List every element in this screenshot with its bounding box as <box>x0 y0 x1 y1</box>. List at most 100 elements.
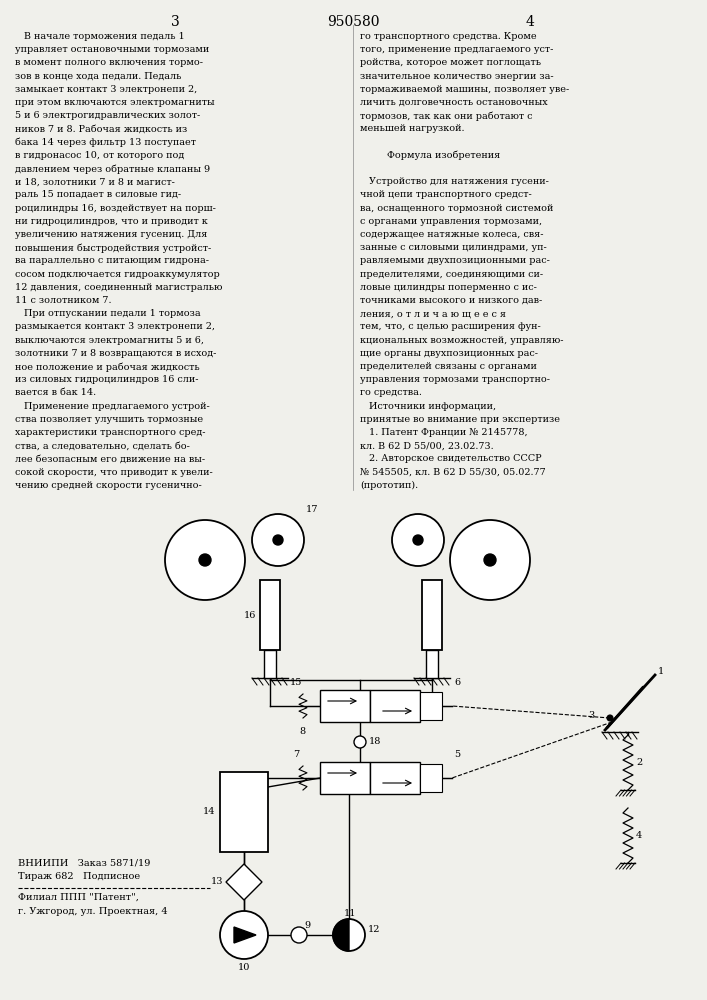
Text: 3: 3 <box>170 15 180 29</box>
Text: 5 и 6 электрогидравлических золот-: 5 и 6 электрогидравлических золот- <box>15 111 200 120</box>
Text: роцилиндры 16, воздействует на порш-: роцилиндры 16, воздействует на порш- <box>15 204 216 213</box>
Text: и 18, золотники 7 и 8 и магист-: и 18, золотники 7 и 8 и магист- <box>15 177 175 186</box>
Text: 7: 7 <box>293 750 299 759</box>
Text: (прототип).: (прототип). <box>360 481 418 490</box>
Text: точниками высокого и низкого дав-: точниками высокого и низкого дав- <box>360 296 542 305</box>
Text: содержащее натяжные колеса, свя-: содержащее натяжные колеса, свя- <box>360 230 544 239</box>
Text: замыкает контакт 3 электронепи 2,: замыкает контакт 3 электронепи 2, <box>15 85 197 94</box>
Bar <box>260 580 280 650</box>
Text: выключаются электромагниты 5 и 6,: выключаются электромагниты 5 и 6, <box>15 336 204 345</box>
Polygon shape <box>333 919 349 951</box>
Text: меньшей нагрузкой.: меньшей нагрузкой. <box>360 124 464 133</box>
Text: ное положение и рабочая жидкость: ное положение и рабочая жидкость <box>15 362 199 371</box>
Text: го средства.: го средства. <box>360 388 422 397</box>
Text: при этом включаются электромагниты: при этом включаются электромагниты <box>15 98 215 107</box>
Text: сокой скорости, что приводит к увели-: сокой скорости, что приводит к увели- <box>15 468 213 477</box>
Text: вается в бак 14.: вается в бак 14. <box>15 388 96 397</box>
Text: пределителями, соединяющими си-: пределителями, соединяющими си- <box>360 270 543 279</box>
Text: № 545505, кл. В 62 D 55/30, 05.02.77: № 545505, кл. В 62 D 55/30, 05.02.77 <box>360 468 546 477</box>
Text: ства, а следовательно, сделать бо-: ства, а следовательно, сделать бо- <box>15 441 190 450</box>
Circle shape <box>291 927 307 943</box>
Text: го транспортного средства. Кроме: го транспортного средства. Кроме <box>360 32 537 41</box>
Text: пределителей связаны с органами: пределителей связаны с органами <box>360 362 537 371</box>
Circle shape <box>450 520 530 600</box>
Text: 9: 9 <box>304 920 310 930</box>
Text: 13: 13 <box>211 878 223 886</box>
Text: ни гидроцилиндров, что и приводит к: ни гидроцилиндров, что и приводит к <box>15 217 208 226</box>
Bar <box>370 762 420 794</box>
Text: 6: 6 <box>454 678 460 687</box>
Text: Источники информации,: Источники информации, <box>360 402 496 411</box>
Text: Применение предлагаемого устрой-: Применение предлагаемого устрой- <box>15 402 210 411</box>
Text: 2. Авторское свидетельство СССР: 2. Авторское свидетельство СССР <box>360 454 542 463</box>
Text: ников 7 и 8. Рабочая жидкость из: ников 7 и 8. Рабочая жидкость из <box>15 124 187 133</box>
Text: сосом подключается гидроаккумулятор: сосом подключается гидроаккумулятор <box>15 270 220 279</box>
Text: В начале торможения педаль 1: В начале торможения педаль 1 <box>15 32 185 41</box>
Text: 1. Патент Франции № 2145778,: 1. Патент Франции № 2145778, <box>360 428 527 437</box>
Text: повышения быстродействия устройст-: повышения быстродействия устройст- <box>15 243 211 253</box>
Text: Устройство для натяжения гусени-: Устройство для натяжения гусени- <box>360 177 549 186</box>
Text: тормозов, так как они работают с: тормозов, так как они работают с <box>360 111 532 121</box>
Text: того, применение предлагаемого уст-: того, применение предлагаемого уст- <box>360 45 554 54</box>
Text: ления, о т л и ч а ю щ е е с я: ления, о т л и ч а ю щ е е с я <box>360 309 506 318</box>
Text: тем, что, с целью расширения фун-: тем, что, с целью расширения фун- <box>360 322 541 331</box>
Text: размыкается контакт 3 электронепи 2,: размыкается контакт 3 электронепи 2, <box>15 322 215 331</box>
Text: кл. В 62 D 55/00, 23.02.73.: кл. В 62 D 55/00, 23.02.73. <box>360 441 493 450</box>
Text: раль 15 попадает в силовые гид-: раль 15 попадает в силовые гид- <box>15 190 181 199</box>
Bar <box>420 692 442 720</box>
Text: 14: 14 <box>202 808 215 816</box>
Circle shape <box>252 514 304 566</box>
Text: Тираж 682   Подписное: Тираж 682 Подписное <box>18 872 140 881</box>
Bar <box>320 762 370 794</box>
Text: ва, оснащенного тормозной системой: ва, оснащенного тормозной системой <box>360 204 554 213</box>
Text: 2: 2 <box>636 758 642 767</box>
Text: кциональных возможностей, управляю-: кциональных возможностей, управляю- <box>360 336 563 345</box>
Text: ва параллельно с питающим гидрона-: ва параллельно с питающим гидрона- <box>15 256 209 265</box>
Bar <box>220 772 268 852</box>
Text: лее безопасным его движение на вы-: лее безопасным его движение на вы- <box>15 454 205 463</box>
Bar <box>426 650 438 678</box>
Circle shape <box>220 911 268 959</box>
Text: 11 с золотником 7.: 11 с золотником 7. <box>15 296 112 305</box>
Text: с органами управления тормозами,: с органами управления тормозами, <box>360 217 542 226</box>
Text: 11: 11 <box>344 908 356 918</box>
Text: увеличению натяжения гусениц. Для: увеличению натяжения гусениц. Для <box>15 230 207 239</box>
Text: 1: 1 <box>658 668 665 676</box>
Text: золотники 7 и 8 возвращаются в исход-: золотники 7 и 8 возвращаются в исход- <box>15 349 216 358</box>
Text: Формула изобретения: Формула изобретения <box>360 151 501 160</box>
Text: зов в конце хода педали. Педаль: зов в конце хода педали. Педаль <box>15 72 182 81</box>
Text: 10: 10 <box>238 963 250 972</box>
Text: занные с силовыми цилиндрами, уп-: занные с силовыми цилиндрами, уп- <box>360 243 547 252</box>
Text: характеристики транспортного сред-: характеристики транспортного сред- <box>15 428 206 437</box>
Text: 17: 17 <box>306 506 318 514</box>
Text: ВНИИПИ   Заказ 5871/19: ВНИИПИ Заказ 5871/19 <box>18 858 151 867</box>
Text: давлением через обратные клапаны 9: давлением через обратные клапаны 9 <box>15 164 210 174</box>
Circle shape <box>413 535 423 545</box>
Text: чной цепи транспортного средст-: чной цепи транспортного средст- <box>360 190 532 199</box>
Polygon shape <box>226 864 262 900</box>
Circle shape <box>165 520 245 600</box>
Text: ства позволяет улучшить тормозные: ства позволяет улучшить тормозные <box>15 415 203 424</box>
Text: Филиал ППП "Патент",: Филиал ППП "Патент", <box>18 893 139 902</box>
Polygon shape <box>234 927 256 943</box>
Circle shape <box>392 514 444 566</box>
Text: 18: 18 <box>369 738 381 746</box>
Text: чению средней скорости гусенично-: чению средней скорости гусенично- <box>15 481 201 490</box>
Circle shape <box>273 535 283 545</box>
Text: 8: 8 <box>299 727 305 736</box>
Bar <box>264 650 276 678</box>
Bar <box>370 690 420 722</box>
Text: управления тормозами транспортно-: управления тормозами транспортно- <box>360 375 550 384</box>
Text: управляет остановочными тормозами: управляет остановочными тормозами <box>15 45 209 54</box>
Text: 5: 5 <box>454 750 460 759</box>
Text: личить долговечность остановочных: личить долговечность остановочных <box>360 98 548 107</box>
Text: равляемыми двухпозиционными рас-: равляемыми двухпозиционными рас- <box>360 256 550 265</box>
Text: в гидронасос 10, от которого под: в гидронасос 10, от которого под <box>15 151 185 160</box>
Text: г. Ужгород, ул. Проектная, 4: г. Ужгород, ул. Проектная, 4 <box>18 907 168 916</box>
Text: бака 14 через фильтр 13 поступает: бака 14 через фильтр 13 поступает <box>15 138 196 147</box>
Text: 12 давления, соединенный магистралью: 12 давления, соединенный магистралью <box>15 283 223 292</box>
Text: 15: 15 <box>290 678 302 687</box>
Text: тормаживаемой машины, позволяет уве-: тормаживаемой машины, позволяет уве- <box>360 85 569 94</box>
Text: значительное количество энергии за-: значительное количество энергии за- <box>360 72 554 81</box>
Circle shape <box>199 554 211 566</box>
